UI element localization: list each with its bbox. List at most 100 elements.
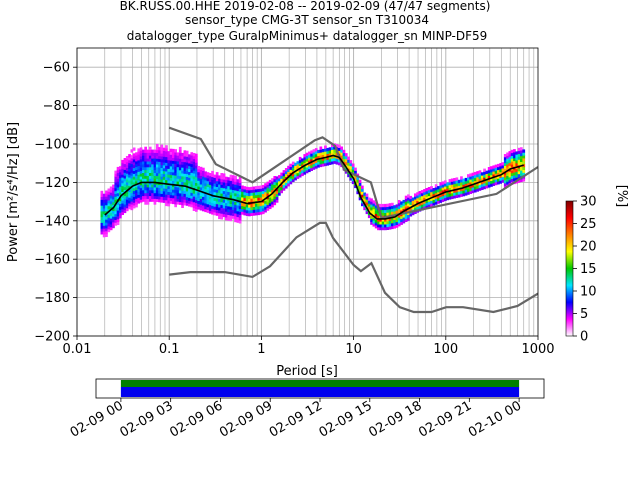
density-bin	[162, 165, 166, 169]
density-bin	[105, 230, 108, 235]
density-bin	[144, 178, 147, 182]
density-bin	[192, 153, 196, 157]
density-bin	[144, 166, 147, 171]
density-bin	[121, 168, 124, 172]
density-bin	[135, 163, 138, 168]
density-bin	[109, 192, 113, 196]
density-bin	[227, 200, 230, 204]
density-bin	[420, 204, 424, 208]
density-bin	[241, 188, 244, 192]
density-bin	[220, 181, 224, 185]
density-bin	[222, 176, 226, 180]
density-bin	[114, 193, 118, 197]
density-bin	[374, 219, 378, 223]
density-bin	[296, 172, 300, 177]
density-bin	[183, 156, 187, 160]
density-bin	[206, 198, 210, 202]
density-bin	[303, 157, 307, 161]
density-bin	[109, 186, 113, 190]
density-bin	[218, 212, 221, 217]
density-bin	[437, 186, 440, 190]
density-bin	[328, 147, 332, 151]
density-bin	[215, 206, 219, 210]
density-bin	[450, 181, 454, 185]
density-bin	[231, 195, 235, 199]
density-bin	[220, 216, 224, 220]
density-bin	[227, 211, 230, 215]
density-bin	[494, 176, 498, 180]
density-bin	[195, 173, 198, 178]
density-bin	[464, 177, 468, 182]
density-bin	[132, 170, 136, 174]
density-bin	[238, 214, 242, 218]
density-bin	[294, 174, 297, 178]
density-bin	[273, 178, 277, 183]
density-bin	[324, 159, 327, 164]
density-bin	[229, 209, 233, 213]
density-bin	[469, 176, 472, 180]
density-bin	[128, 191, 131, 195]
density-bin	[296, 175, 300, 179]
density-bin	[188, 171, 191, 175]
density-bin	[268, 185, 272, 189]
density-bin	[204, 174, 207, 178]
density-bin	[268, 197, 272, 201]
density-bin	[225, 214, 228, 218]
density-bin	[148, 169, 152, 173]
density-bin	[358, 182, 362, 186]
density-bin	[119, 177, 122, 181]
density-bin	[169, 186, 173, 190]
density-bin	[116, 192, 120, 197]
density-bin	[112, 207, 115, 211]
density-bin	[162, 156, 166, 160]
density-bin	[266, 187, 270, 191]
density-bin	[190, 198, 194, 202]
density-bin	[312, 149, 316, 153]
density-bin	[328, 153, 332, 157]
density-bin	[361, 191, 364, 195]
density-bin	[331, 143, 334, 148]
density-bin	[142, 184, 145, 188]
density-bin	[513, 154, 516, 159]
density-bin	[384, 203, 387, 208]
density-bin	[264, 183, 267, 187]
density-bin	[197, 194, 200, 199]
density-bin	[508, 179, 512, 184]
density-bin	[420, 195, 424, 200]
density-bin	[174, 186, 177, 190]
density-bin	[153, 152, 157, 156]
density-bin	[197, 183, 200, 187]
density-bin	[510, 175, 514, 179]
density-bin	[250, 192, 254, 196]
density-bin	[178, 164, 182, 168]
density-bin	[192, 201, 196, 206]
density-bin	[252, 195, 256, 199]
density-bin	[153, 192, 157, 197]
density-bin	[220, 178, 224, 183]
density-bin	[112, 190, 115, 194]
density-bin	[506, 175, 509, 179]
density-bin	[243, 206, 247, 210]
density-bin	[123, 206, 127, 211]
density-bin	[100, 202, 104, 206]
density-bin	[245, 189, 249, 193]
density-bin	[204, 180, 207, 184]
density-bin	[333, 149, 336, 153]
density-bin	[480, 178, 484, 182]
density-bin	[130, 201, 134, 205]
density-bin	[483, 168, 486, 172]
density-bin	[183, 150, 187, 154]
density-bin	[137, 157, 141, 161]
density-bin	[130, 204, 134, 208]
density-bin	[125, 167, 129, 171]
y-tick-label: −180	[34, 291, 70, 306]
density-bin	[471, 178, 475, 182]
density-bin	[446, 182, 449, 186]
density-bin	[517, 147, 521, 152]
density-bin	[125, 164, 129, 168]
density-bin	[453, 195, 456, 199]
density-bin	[165, 171, 168, 175]
density-bin	[213, 177, 217, 181]
density-bin	[181, 175, 184, 180]
